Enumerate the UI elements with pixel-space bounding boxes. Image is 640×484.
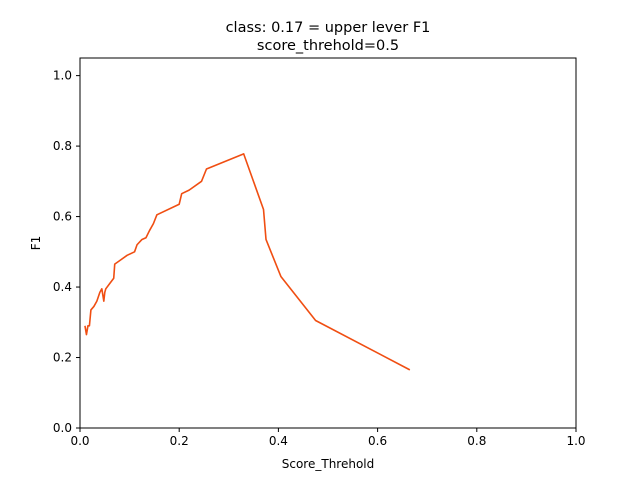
y-tick-label: 0.6 bbox=[53, 210, 72, 224]
y-tick-label: 0.4 bbox=[53, 280, 72, 294]
plot-frame bbox=[79, 57, 577, 429]
chart-subtitle: score_threhold=0.5 bbox=[257, 38, 399, 54]
y-tick-label: 0.0 bbox=[53, 421, 72, 435]
x-axis-label: Score_Threhold bbox=[282, 457, 375, 471]
x-tick-label: 0.8 bbox=[467, 434, 486, 448]
x-tick-label: 0.6 bbox=[368, 434, 387, 448]
y-axis-label: F1 bbox=[29, 236, 43, 251]
series-line bbox=[84, 153, 411, 371]
y-tick-label: 0.2 bbox=[53, 351, 72, 365]
x-tick-label: 1.0 bbox=[566, 434, 585, 448]
y-tick-label: 0.8 bbox=[53, 139, 72, 153]
y-tick-label: 1.0 bbox=[53, 69, 72, 83]
x-tick-label: 0.2 bbox=[170, 434, 189, 448]
x-tick-label: 0.0 bbox=[70, 434, 89, 448]
chart-title: class: 0.17 = upper lever F1 bbox=[226, 20, 431, 36]
x-tick-label: 0.4 bbox=[269, 434, 288, 448]
